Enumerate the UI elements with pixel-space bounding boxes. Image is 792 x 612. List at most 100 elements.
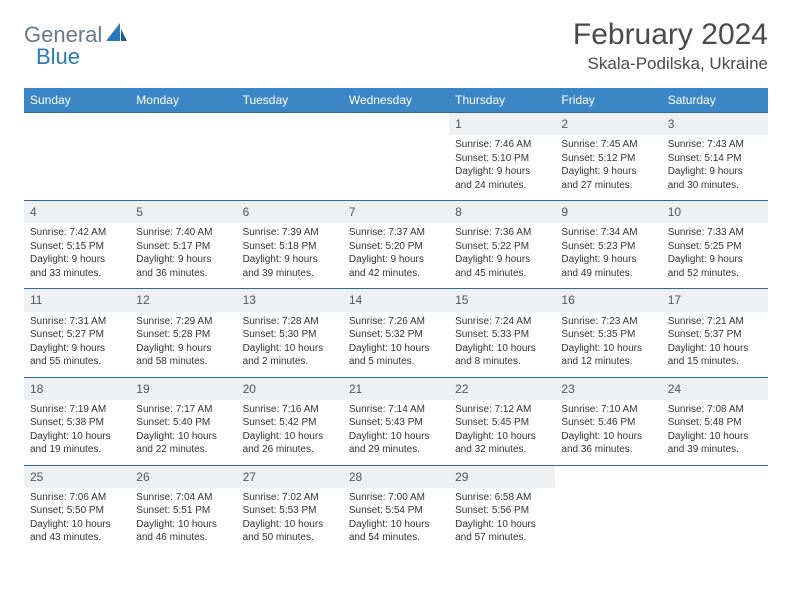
day-details: Sunrise: 7:00 AMSunset: 5:54 PMDaylight:… <box>343 488 449 553</box>
day-cell: 18Sunrise: 7:19 AMSunset: 5:38 PMDayligh… <box>24 377 130 465</box>
day-details: Sunrise: 7:17 AMSunset: 5:40 PMDaylight:… <box>130 400 236 465</box>
calendar-body: 1Sunrise: 7:46 AMSunset: 5:10 PMDaylight… <box>24 113 768 553</box>
calendar-table: SundayMondayTuesdayWednesdayThursdayFrid… <box>24 88 768 553</box>
day-cell: 26Sunrise: 7:04 AMSunset: 5:51 PMDayligh… <box>130 465 236 553</box>
title-block: February 2024 Skala-Podilska, Ukraine <box>573 18 768 74</box>
day-details: Sunrise: 7:28 AMSunset: 5:30 PMDaylight:… <box>237 312 343 377</box>
day-number: 6 <box>237 201 343 223</box>
day-cell: 5Sunrise: 7:40 AMSunset: 5:17 PMDaylight… <box>130 201 236 289</box>
day-cell: 10Sunrise: 7:33 AMSunset: 5:25 PMDayligh… <box>662 201 768 289</box>
day-number: 14 <box>343 289 449 311</box>
week-row: 18Sunrise: 7:19 AMSunset: 5:38 PMDayligh… <box>24 377 768 465</box>
day-details: Sunrise: 7:21 AMSunset: 5:37 PMDaylight:… <box>662 312 768 377</box>
day-cell: 13Sunrise: 7:28 AMSunset: 5:30 PMDayligh… <box>237 289 343 377</box>
day-cell: 19Sunrise: 7:17 AMSunset: 5:40 PMDayligh… <box>130 377 236 465</box>
day-number: 1 <box>449 113 555 135</box>
logo-text-blue: Blue <box>36 44 80 69</box>
sail-icon <box>106 23 128 48</box>
day-cell: 12Sunrise: 7:29 AMSunset: 5:28 PMDayligh… <box>130 289 236 377</box>
day-number: 3 <box>662 113 768 135</box>
day-number: 27 <box>237 466 343 488</box>
day-cell: 17Sunrise: 7:21 AMSunset: 5:37 PMDayligh… <box>662 289 768 377</box>
day-details: Sunrise: 7:10 AMSunset: 5:46 PMDaylight:… <box>555 400 661 465</box>
day-number: 25 <box>24 466 130 488</box>
day-details: Sunrise: 7:39 AMSunset: 5:18 PMDaylight:… <box>237 223 343 288</box>
day-details: Sunrise: 7:04 AMSunset: 5:51 PMDaylight:… <box>130 488 236 553</box>
week-row: 11Sunrise: 7:31 AMSunset: 5:27 PMDayligh… <box>24 289 768 377</box>
day-details: Sunrise: 7:06 AMSunset: 5:50 PMDaylight:… <box>24 488 130 553</box>
month-title: February 2024 <box>573 18 768 52</box>
day-cell: 28Sunrise: 7:00 AMSunset: 5:54 PMDayligh… <box>343 465 449 553</box>
dow-header: Tuesday <box>237 88 343 113</box>
day-details: Sunrise: 7:34 AMSunset: 5:23 PMDaylight:… <box>555 223 661 288</box>
day-cell: 27Sunrise: 7:02 AMSunset: 5:53 PMDayligh… <box>237 465 343 553</box>
day-number: 29 <box>449 466 555 488</box>
day-details: Sunrise: 7:16 AMSunset: 5:42 PMDaylight:… <box>237 400 343 465</box>
day-number: 16 <box>555 289 661 311</box>
day-cell: 2Sunrise: 7:45 AMSunset: 5:12 PMDaylight… <box>555 113 661 201</box>
day-cell: 23Sunrise: 7:10 AMSunset: 5:46 PMDayligh… <box>555 377 661 465</box>
day-details: Sunrise: 7:43 AMSunset: 5:14 PMDaylight:… <box>662 135 768 200</box>
day-cell: 3Sunrise: 7:43 AMSunset: 5:14 PMDaylight… <box>662 113 768 201</box>
week-row: 4Sunrise: 7:42 AMSunset: 5:15 PMDaylight… <box>24 201 768 289</box>
day-number: 17 <box>662 289 768 311</box>
day-details: Sunrise: 7:19 AMSunset: 5:38 PMDaylight:… <box>24 400 130 465</box>
day-cell <box>130 113 236 201</box>
day-number: 28 <box>343 466 449 488</box>
day-cell <box>24 113 130 201</box>
dow-header: Friday <box>555 88 661 113</box>
day-details: Sunrise: 7:40 AMSunset: 5:17 PMDaylight:… <box>130 223 236 288</box>
day-number: 18 <box>24 378 130 400</box>
day-cell: 15Sunrise: 7:24 AMSunset: 5:33 PMDayligh… <box>449 289 555 377</box>
day-number: 15 <box>449 289 555 311</box>
day-cell: 6Sunrise: 7:39 AMSunset: 5:18 PMDaylight… <box>237 201 343 289</box>
location: Skala-Podilska, Ukraine <box>573 54 768 74</box>
day-number: 7 <box>343 201 449 223</box>
day-number: 21 <box>343 378 449 400</box>
dow-header: Monday <box>130 88 236 113</box>
day-cell: 29Sunrise: 6:58 AMSunset: 5:56 PMDayligh… <box>449 465 555 553</box>
header: General February 2024 Skala-Podilska, Uk… <box>24 18 768 74</box>
logo-text-blue-wrap: Blue <box>24 44 80 70</box>
day-number: 24 <box>662 378 768 400</box>
day-details: Sunrise: 7:31 AMSunset: 5:27 PMDaylight:… <box>24 312 130 377</box>
day-number: 5 <box>130 201 236 223</box>
day-cell: 8Sunrise: 7:36 AMSunset: 5:22 PMDaylight… <box>449 201 555 289</box>
day-details: Sunrise: 7:37 AMSunset: 5:20 PMDaylight:… <box>343 223 449 288</box>
day-cell: 20Sunrise: 7:16 AMSunset: 5:42 PMDayligh… <box>237 377 343 465</box>
day-details: Sunrise: 6:58 AMSunset: 5:56 PMDaylight:… <box>449 488 555 553</box>
day-number: 2 <box>555 113 661 135</box>
day-cell: 9Sunrise: 7:34 AMSunset: 5:23 PMDaylight… <box>555 201 661 289</box>
week-row: 25Sunrise: 7:06 AMSunset: 5:50 PMDayligh… <box>24 465 768 553</box>
day-details: Sunrise: 7:26 AMSunset: 5:32 PMDaylight:… <box>343 312 449 377</box>
day-cell <box>555 465 661 553</box>
day-cell: 22Sunrise: 7:12 AMSunset: 5:45 PMDayligh… <box>449 377 555 465</box>
day-number: 4 <box>24 201 130 223</box>
day-cell <box>662 465 768 553</box>
day-number: 9 <box>555 201 661 223</box>
dow-header: Thursday <box>449 88 555 113</box>
day-details: Sunrise: 7:24 AMSunset: 5:33 PMDaylight:… <box>449 312 555 377</box>
day-number: 22 <box>449 378 555 400</box>
day-details: Sunrise: 7:33 AMSunset: 5:25 PMDaylight:… <box>662 223 768 288</box>
day-cell <box>237 113 343 201</box>
day-details: Sunrise: 7:29 AMSunset: 5:28 PMDaylight:… <box>130 312 236 377</box>
day-details: Sunrise: 7:02 AMSunset: 5:53 PMDaylight:… <box>237 488 343 553</box>
day-details: Sunrise: 7:46 AMSunset: 5:10 PMDaylight:… <box>449 135 555 200</box>
day-number: 10 <box>662 201 768 223</box>
day-cell: 7Sunrise: 7:37 AMSunset: 5:20 PMDaylight… <box>343 201 449 289</box>
day-cell: 14Sunrise: 7:26 AMSunset: 5:32 PMDayligh… <box>343 289 449 377</box>
day-number: 13 <box>237 289 343 311</box>
day-details: Sunrise: 7:36 AMSunset: 5:22 PMDaylight:… <box>449 223 555 288</box>
dow-row: SundayMondayTuesdayWednesdayThursdayFrid… <box>24 88 768 113</box>
day-details: Sunrise: 7:45 AMSunset: 5:12 PMDaylight:… <box>555 135 661 200</box>
dow-header: Saturday <box>662 88 768 113</box>
dow-header: Wednesday <box>343 88 449 113</box>
day-details: Sunrise: 7:23 AMSunset: 5:35 PMDaylight:… <box>555 312 661 377</box>
day-number: 20 <box>237 378 343 400</box>
day-cell: 16Sunrise: 7:23 AMSunset: 5:35 PMDayligh… <box>555 289 661 377</box>
day-cell: 21Sunrise: 7:14 AMSunset: 5:43 PMDayligh… <box>343 377 449 465</box>
day-details: Sunrise: 7:12 AMSunset: 5:45 PMDaylight:… <box>449 400 555 465</box>
day-cell: 4Sunrise: 7:42 AMSunset: 5:15 PMDaylight… <box>24 201 130 289</box>
day-number: 8 <box>449 201 555 223</box>
